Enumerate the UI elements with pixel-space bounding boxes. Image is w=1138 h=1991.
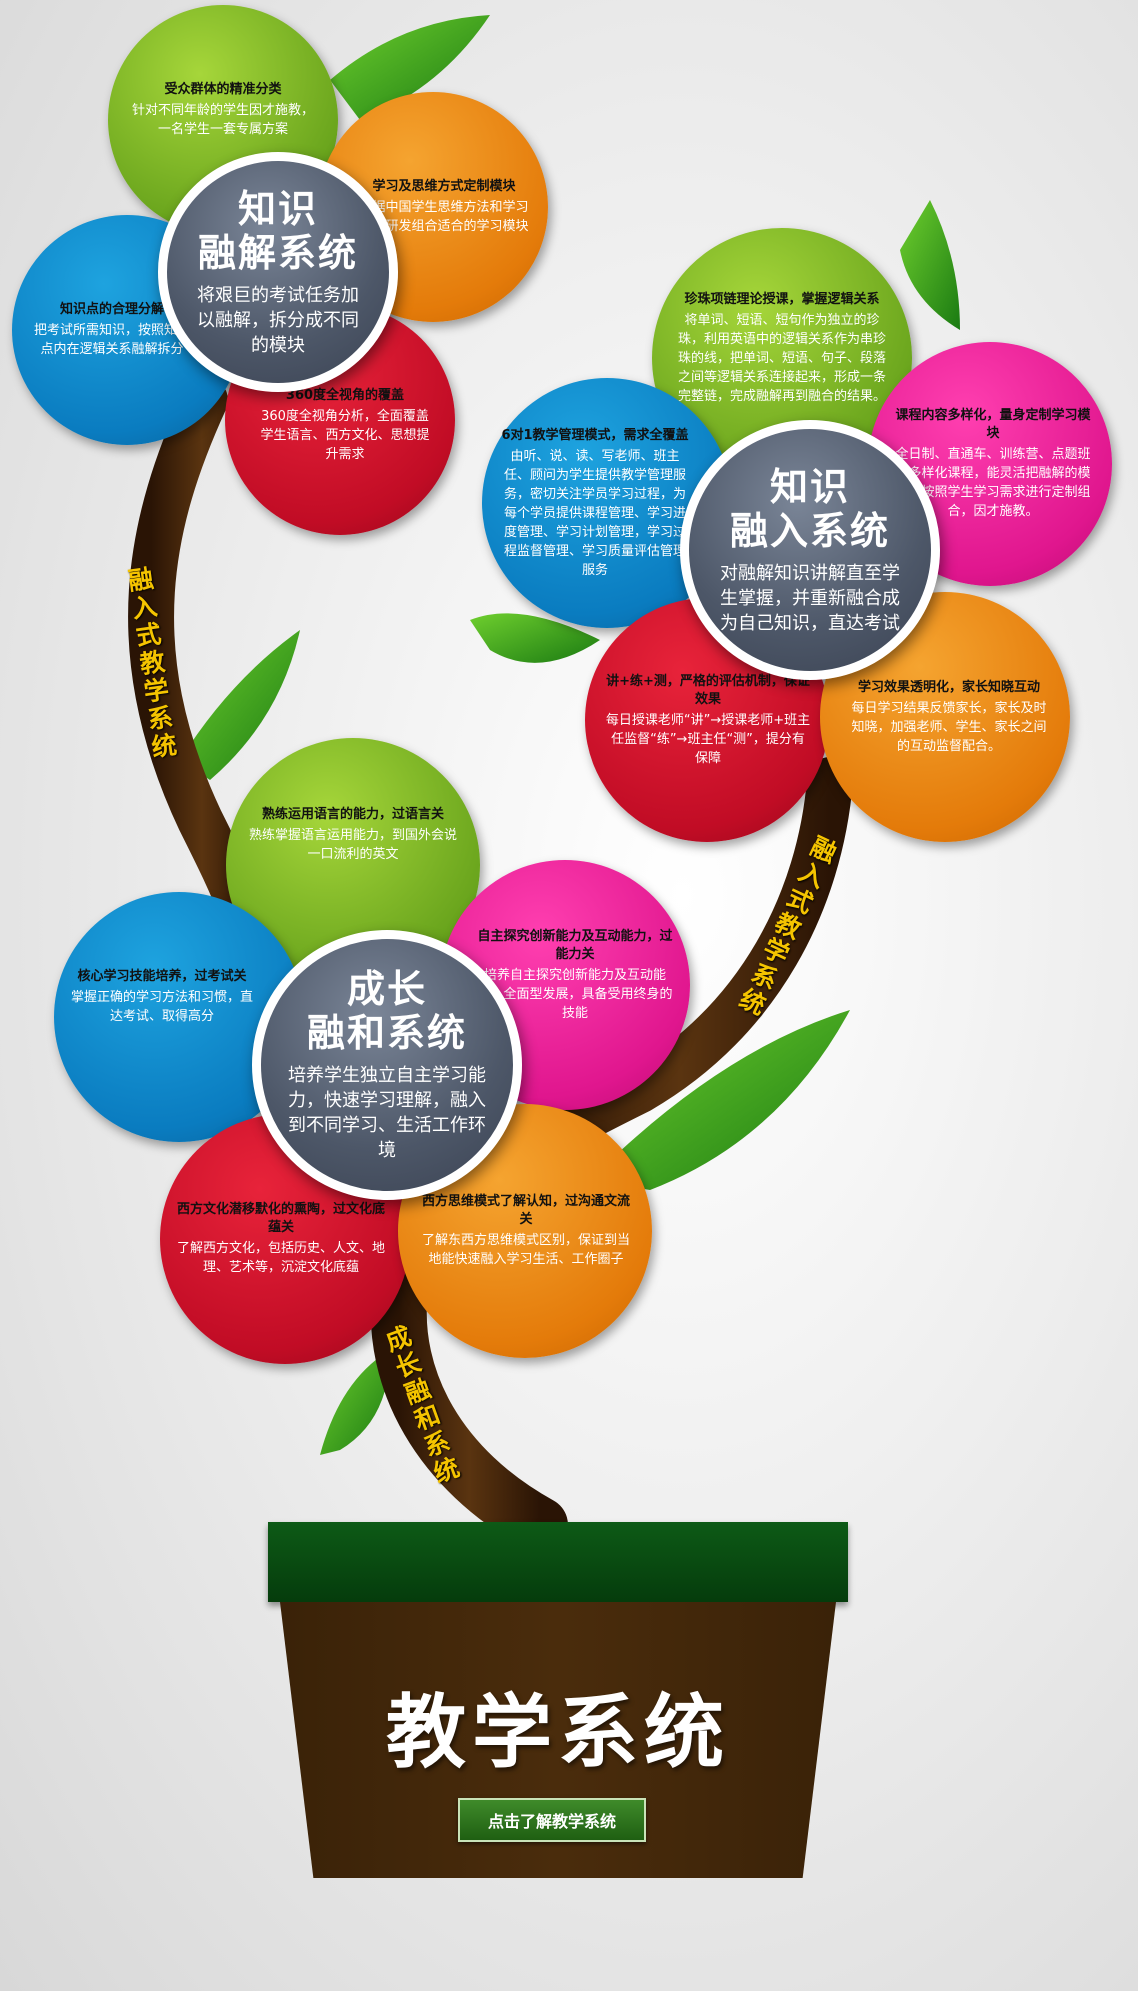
leaf: [320, 1350, 390, 1455]
petal-title: 西方思维模式了解认知，过沟通文流关: [421, 1194, 630, 1227]
petal-desc: 每日学习结果反馈家长，家长及时知晓，加强老师、学生、家长之间的互动监督配合。: [851, 700, 1047, 754]
petal-western-culture: 西方文化潜移默化的熏陶，过文化底蕴关 了解西方文化，包括历史、人文、地理、艺术等…: [160, 1114, 410, 1364]
leaf: [330, 15, 490, 120]
petal-desc: 将单词、短语、短句作为独立的珍珠，利用英语中的逻辑关系作为串珍珠的线，把单词、短…: [677, 312, 886, 404]
petal-title: 讲+练+测，严格的评估机制，保证效果: [606, 673, 810, 707]
petal-title: 受众群体的精准分类: [164, 82, 282, 97]
core-growth-fusion: 成长 融和系统 培养学生独立自主学习能力，快速学习理解，融入到不同学习、生活工作…: [252, 930, 522, 1200]
petal-desc: 360度全视角分析，全面覆盖学生语言、西方文化、思想提升需求: [260, 408, 430, 462]
petal-title: 学习效果透明化，家长知晓互动: [857, 679, 1040, 695]
petal-title: 熟练运用语言的能力，过语言关: [261, 807, 444, 822]
petal-title: 珍珠项链理论授课，掌握逻辑关系: [684, 291, 880, 307]
petal-desc: 根据中国学生思维方法和学习习惯研发组合适合的学习模块: [359, 200, 529, 234]
petal-title: 西方文化潜移默化的熏陶，过文化底蕴关: [176, 1202, 385, 1235]
petal-desc: 由听、说、读、写老师、班主任、顾问为学生提供教学管理服务，密切关注学员学习过程，…: [503, 448, 686, 578]
leaf: [900, 200, 960, 330]
petal-desc: 培养自主探究创新能力及互动能力，全面型发展，具备受用终身的技能: [477, 967, 673, 1021]
petal-title: 知识点的合理分解: [59, 302, 164, 317]
pot-rim: [268, 1522, 848, 1602]
core-title: 成长: [346, 967, 427, 1011]
leaf: [470, 613, 600, 663]
core-knowledge-integration: 知识 融入系统 对融解知识讲解直至学生掌握，并重新融合成为自己知识，直达考试: [680, 420, 940, 680]
core-desc: 对融解知识讲解直至学生掌握，并重新融合成为自己知识，直达考试: [720, 562, 900, 634]
core-title: 知识: [769, 464, 850, 509]
core-desc: 培养学生独立自主学习能力，快速学习理解，融入到不同学习、生活工作环境: [288, 1065, 486, 1161]
leaf: [590, 1010, 850, 1190]
core-title: 融入系统: [729, 508, 890, 553]
petal-title: 6对1教学管理模式，需求全覆盖: [501, 427, 689, 443]
petal-desc: 了解西方文化，包括历史、人文、地理、艺术等，沉淀文化底蕴: [176, 1241, 385, 1275]
core-knowledge-decomposition: 知识 融解系统 将艰巨的考试任务加以融解，拆分成不同的模块: [158, 152, 398, 392]
petal-desc: 针对不同年龄的学生因才施教，一名学生一套专属方案: [131, 103, 314, 137]
petal-title: 课程内容多样化，量身定制学习模块: [895, 408, 1091, 441]
petal-title: 自主探究创新能力及互动能力，过能力关: [477, 928, 673, 962]
core-title: 融解系统: [197, 230, 358, 275]
leaf: [180, 630, 300, 780]
bottom-stem: [370, 1262, 568, 1553]
petal-title: 核心学习技能培养，过考试关: [77, 969, 247, 984]
petal-desc: 掌握正确的学习方法和习惯，直达考试、取得高分: [70, 990, 253, 1024]
petal-title: 学习及思维方式定制模块: [372, 179, 516, 194]
petal-desc: 全日制、直通车、训练营、点题班等多样化课程，能灵活把融解的模块，按照学生学习需求…: [895, 447, 1091, 519]
pot-title: 教学系统: [386, 1685, 730, 1779]
petal-desc: 熟练掌握语言运用能力，到国外会说一口流利的英文: [248, 828, 457, 862]
core-title: 知识: [237, 186, 318, 231]
petal-title: 360度全视角的覆盖: [285, 387, 405, 403]
core-title: 融和系统: [306, 1011, 467, 1055]
petal-desc: 每日授课老师“讲”→授课老师+班主任监督“练”→班主任“测”，提分有保障: [605, 712, 811, 766]
petal-desc: 把考试所需知识，按照知识点内在逻辑关系融解拆分: [33, 323, 190, 357]
core-desc: 将艰巨的考试任务加以融解，拆分成不同的模块: [197, 284, 359, 356]
petal-desc: 了解东西方思维模式区别，保证到当地能快速融入学习生活、工作圈子: [421, 1233, 630, 1267]
learn-teaching-system-button[interactable]: 点击了解教学系统: [458, 1798, 646, 1842]
